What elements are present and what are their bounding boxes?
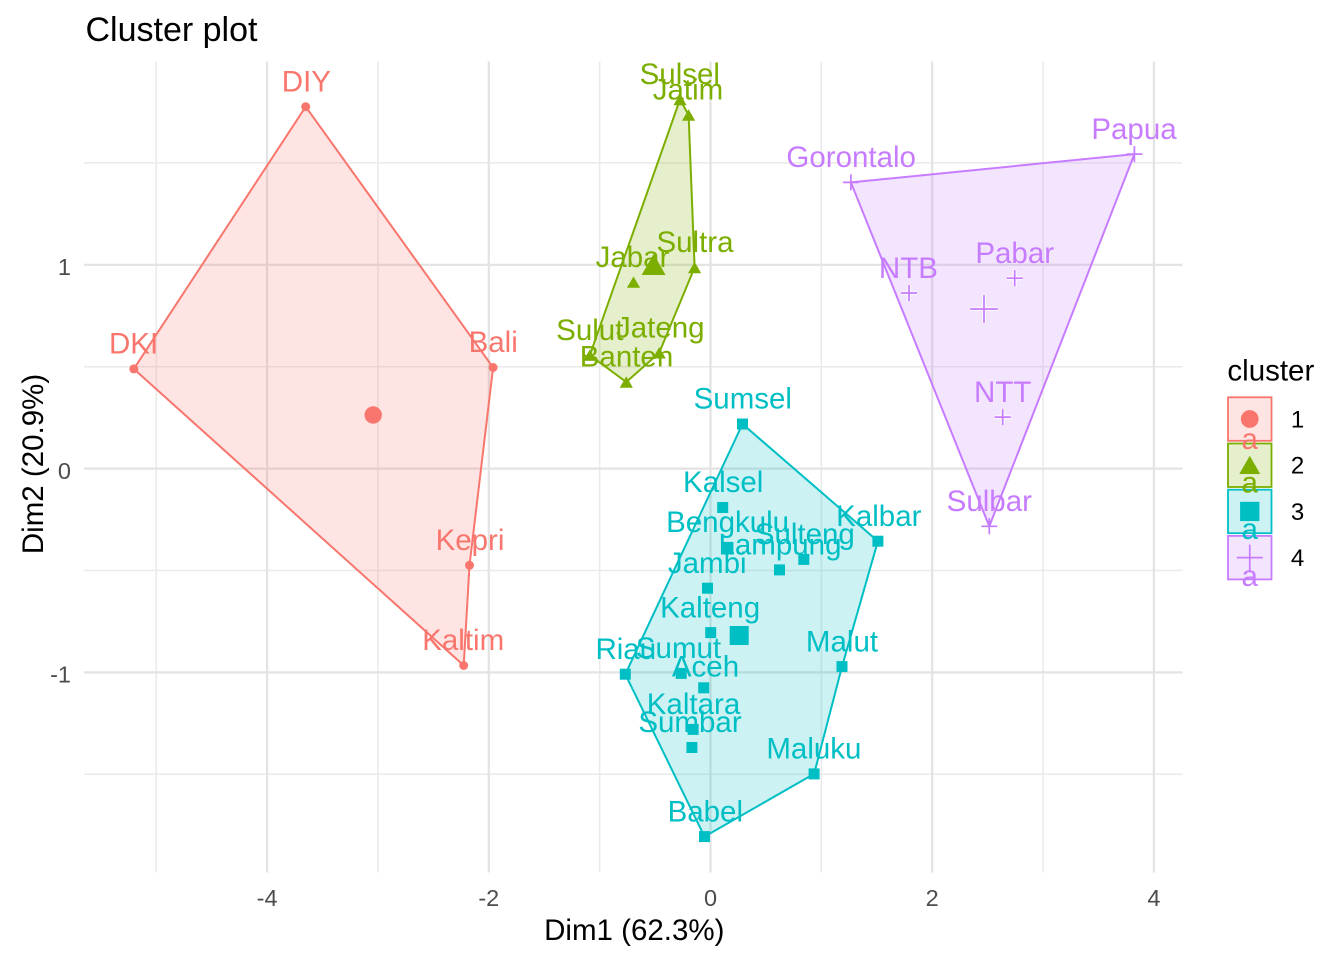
svg-text:Sumut: Sumut xyxy=(636,632,721,665)
svg-text:Papua: Papua xyxy=(1091,113,1177,146)
svg-text:Dim1 (62.3%): Dim1 (62.3%) xyxy=(544,914,724,947)
svg-text:DIY: DIY xyxy=(282,65,332,98)
svg-text:Kalteng: Kalteng xyxy=(660,591,760,624)
svg-text:Sumsel: Sumsel xyxy=(694,383,792,416)
svg-text:Aceh: Aceh xyxy=(672,651,739,684)
svg-text:Sulbar: Sulbar xyxy=(947,485,1032,518)
svg-text:Sulsel: Sulsel xyxy=(640,58,720,91)
svg-text:Malut: Malut xyxy=(806,625,878,658)
svg-text:a: a xyxy=(1242,467,1259,500)
svg-text:-1: -1 xyxy=(50,662,71,688)
svg-text:Jabar: Jabar xyxy=(596,241,670,274)
svg-text:Maluku: Maluku xyxy=(766,733,861,766)
svg-text:Dim2 (20.9%): Dim2 (20.9%) xyxy=(17,374,50,554)
svg-text:Kalbar: Kalbar xyxy=(836,500,921,533)
svg-text:Jateng: Jateng xyxy=(616,312,705,345)
svg-text:Sumbar: Sumbar xyxy=(638,706,741,739)
svg-text:Cluster plot: Cluster plot xyxy=(86,11,259,49)
svg-text:0: 0 xyxy=(704,885,717,911)
svg-text:a: a xyxy=(1242,513,1259,546)
svg-text:a: a xyxy=(1242,560,1259,593)
svg-text:1: 1 xyxy=(1291,407,1304,434)
svg-text:Bali: Bali xyxy=(469,326,518,359)
svg-text:3: 3 xyxy=(1291,499,1304,526)
svg-text:4: 4 xyxy=(1291,545,1304,572)
svg-text:Babel: Babel xyxy=(668,795,743,828)
svg-text:NTT: NTT xyxy=(974,376,1031,409)
svg-text:DKI: DKI xyxy=(109,328,158,361)
svg-text:4: 4 xyxy=(1147,885,1160,911)
svg-text:-2: -2 xyxy=(478,885,499,911)
svg-text:Sulteng: Sulteng xyxy=(755,518,855,551)
svg-text:Pabar: Pabar xyxy=(975,237,1054,270)
svg-text:Kalsel: Kalsel xyxy=(683,466,763,499)
svg-text:Jambi: Jambi xyxy=(668,547,747,580)
svg-text:Sulut: Sulut xyxy=(556,314,623,347)
svg-text:2: 2 xyxy=(926,885,939,911)
svg-text:Bengkulu: Bengkulu xyxy=(666,506,789,539)
svg-text:Lampung: Lampung xyxy=(718,529,841,562)
svg-text:2: 2 xyxy=(1291,453,1304,480)
svg-text:Kaltim: Kaltim xyxy=(422,624,504,657)
svg-text:Riau: Riau xyxy=(595,633,656,666)
svg-text:cluster: cluster xyxy=(1227,354,1314,387)
svg-text:Kepri: Kepri xyxy=(436,524,505,557)
svg-text:a: a xyxy=(1242,423,1259,456)
svg-text:Banten: Banten xyxy=(580,341,674,374)
svg-text:NTB: NTB xyxy=(879,252,938,285)
svg-text:Jatim: Jatim xyxy=(653,74,723,107)
svg-text:Sultra: Sultra xyxy=(656,226,734,259)
svg-text:Gorontalo: Gorontalo xyxy=(786,141,916,174)
svg-text:0: 0 xyxy=(58,458,71,484)
svg-text:1: 1 xyxy=(58,254,71,280)
svg-text:Kaltara: Kaltara xyxy=(647,688,741,721)
svg-text:-4: -4 xyxy=(257,885,278,911)
